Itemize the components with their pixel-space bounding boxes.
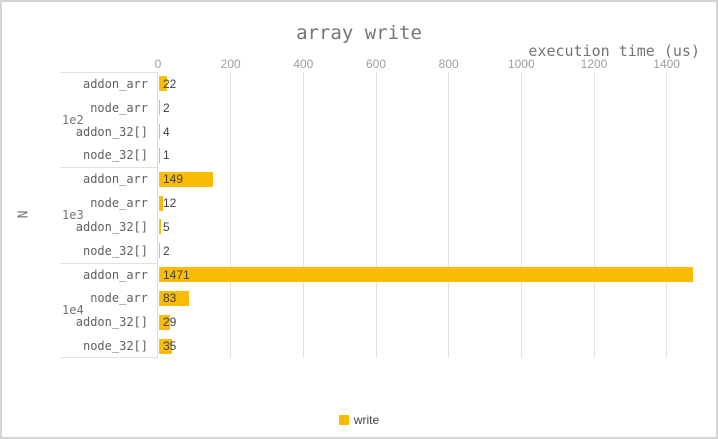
category-label: node_arr xyxy=(90,196,148,211)
category-label: addon_32[] xyxy=(75,315,148,330)
category-label: addon_32[] xyxy=(75,219,148,234)
bar-value-label: 12 xyxy=(163,196,177,211)
category-label: addon_arr xyxy=(82,172,148,187)
bar-value-label: 5 xyxy=(163,219,170,234)
bar xyxy=(159,195,164,211)
x-tick-label: 200 xyxy=(220,57,241,71)
bar-value-label: 35 xyxy=(163,339,177,354)
bar-value-label: 22 xyxy=(163,76,177,91)
x-tick-label: 800 xyxy=(438,57,459,71)
gridline xyxy=(593,72,595,358)
x-axis-title: execution time (us) xyxy=(528,42,700,60)
bar xyxy=(159,338,172,354)
bar-value-label: 1 xyxy=(163,148,170,163)
category-label: addon_arr xyxy=(82,267,148,282)
category-label: node_32[] xyxy=(82,243,148,258)
x-tick-label: 600 xyxy=(365,57,387,71)
bar xyxy=(159,147,160,163)
x-tick-label: 400 xyxy=(293,57,314,71)
bar xyxy=(159,171,214,187)
x-tick-label: 0 xyxy=(154,57,162,71)
group-separator xyxy=(61,167,158,169)
bar xyxy=(159,76,167,92)
bar-value-label: 2 xyxy=(163,100,170,115)
bar xyxy=(159,100,160,116)
gridline xyxy=(230,72,232,358)
bar-value-label: 149 xyxy=(163,172,184,187)
legend: write xyxy=(0,413,718,427)
bar-value-label: 83 xyxy=(163,291,177,306)
group-separator xyxy=(61,262,158,264)
category-label: addon_arr xyxy=(82,76,148,91)
gridline xyxy=(520,72,522,358)
gridline xyxy=(375,72,377,358)
category-label: node_32[] xyxy=(82,148,148,163)
bar-value-label: 4 xyxy=(163,124,170,139)
legend-label: write xyxy=(353,413,380,427)
category-label-area xyxy=(61,72,158,358)
bar-value-label: 1471 xyxy=(163,267,190,282)
gridline xyxy=(302,72,304,358)
x-tick-label: 1400 xyxy=(653,57,681,71)
bar xyxy=(159,314,170,330)
legend-swatch-icon xyxy=(338,415,349,425)
bar xyxy=(159,219,161,235)
bar xyxy=(159,243,160,259)
gridline xyxy=(666,72,668,358)
y-axis-title: N xyxy=(16,210,32,219)
group-label: 1e3 xyxy=(62,208,84,222)
group-label: 1e2 xyxy=(62,112,84,127)
x-tick-label: 1000 xyxy=(507,57,535,71)
chart-title: array write xyxy=(296,22,422,44)
bar-value-label: 2 xyxy=(163,243,170,258)
category-label: addon_32[] xyxy=(75,124,148,139)
category-label: node_arr xyxy=(90,100,148,115)
gridline xyxy=(448,72,450,358)
bar xyxy=(159,290,190,306)
category-label: node_arr xyxy=(90,291,148,306)
category-label: node_32[] xyxy=(82,339,148,354)
bar-value-label: 29 xyxy=(163,315,177,330)
bar xyxy=(159,267,694,283)
bar xyxy=(159,124,161,140)
group-label: 1e4 xyxy=(62,303,84,318)
x-tick-label: 1200 xyxy=(580,57,608,71)
